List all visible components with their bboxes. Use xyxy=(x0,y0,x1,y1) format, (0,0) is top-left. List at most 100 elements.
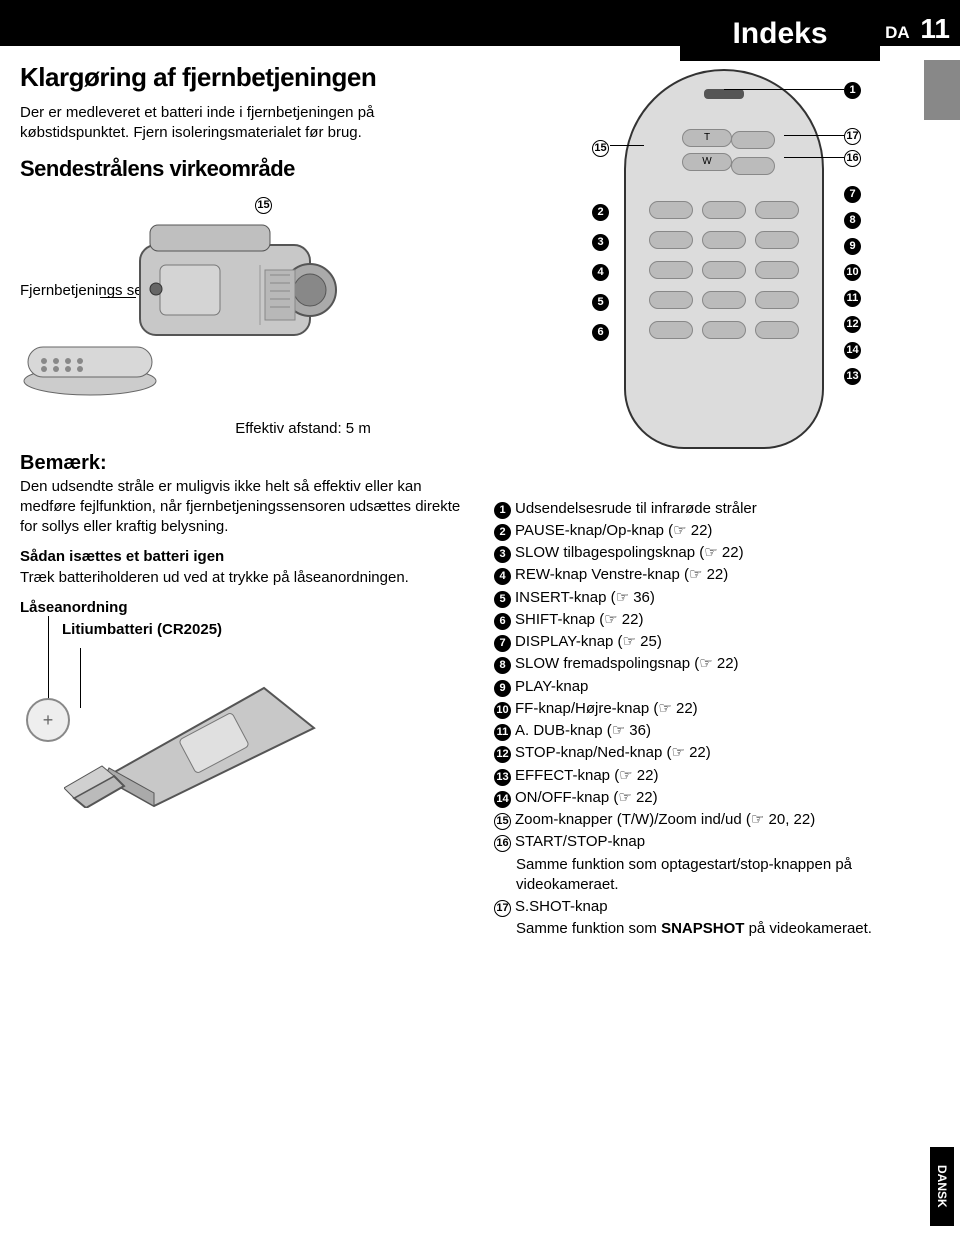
remote-diagram: T W 15 2 3 4 5 6 1 17 16 7 8 9 xyxy=(494,69,940,489)
index-item: 16START/STOP-knap xyxy=(494,832,940,852)
right-column: Indeks T W 15 2 3 4 5 6 1 17 16 xyxy=(494,46,940,942)
index-number-icon: 4 xyxy=(494,568,511,585)
heading-beam-range: Sendestrålens virkeområde xyxy=(20,154,466,184)
index-number-icon: 8 xyxy=(494,657,511,674)
heading-index: Indeks xyxy=(680,10,880,61)
remote-small-illustration xyxy=(20,341,160,397)
index-number-icon: 12 xyxy=(494,746,511,763)
index-item: 7DISPLAY-knap (☞ 25) xyxy=(494,632,940,652)
callout-3: 3 xyxy=(592,231,613,251)
camera-illustration xyxy=(130,215,350,355)
reinsert-title: Sådan isættes et batteri igen xyxy=(20,548,224,565)
remote-open-illustration xyxy=(64,638,324,808)
remote-big-outline: T W xyxy=(624,69,824,449)
index-item: Samme funktion som SNAPSHOT på videokame… xyxy=(494,919,940,939)
left-column: Klargøring af fjernbetjeningen Der er me… xyxy=(20,46,466,942)
callout-4: 4 xyxy=(592,261,613,281)
index-number-icon: 16 xyxy=(494,835,511,852)
index-item: 11A. DUB-knap (☞ 36) xyxy=(494,721,940,741)
callout-13: 13 xyxy=(844,365,865,385)
index-item-text: ON/OFF-knap (☞ 22) xyxy=(515,789,658,806)
index-item-text: Zoom-knapper (T/W)/Zoom ind/ud (☞ 20, 22… xyxy=(515,811,815,828)
callout-12: 12 xyxy=(844,313,865,333)
index-item-text: SLOW fremadspolingsnap (☞ 22) xyxy=(515,655,739,672)
index-item: 14ON/OFF-knap (☞ 22) xyxy=(494,788,940,808)
leader-15l xyxy=(610,145,644,146)
index-item-text: DISPLAY-knap (☞ 25) xyxy=(515,633,662,650)
index-item-text: SLOW tilbagespolingsknap (☞ 22) xyxy=(515,544,744,561)
callout-16: 16 xyxy=(844,147,865,167)
callout-1: 1 xyxy=(844,79,865,99)
index-item-text: FF-knap/Højre-knap (☞ 22) xyxy=(515,700,698,717)
callout-5: 5 xyxy=(592,291,613,311)
index-item-text: Samme funktion som SNAPSHOT på videokame… xyxy=(516,920,872,937)
leader-16 xyxy=(784,157,844,158)
index-item: 10FF-knap/Højre-knap (☞ 22) xyxy=(494,699,940,719)
index-item-text: Samme funktion som optagestart/stop-knap… xyxy=(516,856,852,893)
lock-leader xyxy=(48,616,49,700)
index-item: 1Udsendelsesrude til infrarøde stråler xyxy=(494,499,940,519)
callout-17: 17 xyxy=(844,125,865,145)
index-item-text: EFFECT-knap (☞ 22) xyxy=(515,767,658,784)
note-label: Bemærk: xyxy=(20,452,107,474)
index-item-text: A. DUB-knap (☞ 36) xyxy=(515,722,651,739)
leader-1 xyxy=(724,89,844,90)
index-number-icon: 13 xyxy=(494,769,511,786)
index-item: 13EFFECT-knap (☞ 22) xyxy=(494,766,940,786)
index-number-icon: 15 xyxy=(494,813,511,830)
language-tab: DANSK xyxy=(930,1147,954,1226)
index-item: 9PLAY-knap xyxy=(494,677,940,697)
index-number-icon: 14 xyxy=(494,791,511,808)
index-item-text: PLAY-knap xyxy=(515,678,588,695)
lang-code: DA xyxy=(885,23,910,42)
page-body: Klargøring af fjernbetjeningen Der er me… xyxy=(0,46,960,962)
callout-14: 14 xyxy=(844,339,865,359)
index-item: 3SLOW tilbagespolingsknap (☞ 22) xyxy=(494,543,940,563)
note-text: Den udsendte stråle er muligvis ikke hel… xyxy=(20,478,460,536)
index-number-icon: 5 xyxy=(494,591,511,608)
index-number-icon: 17 xyxy=(494,900,511,917)
callout-11: 11 xyxy=(844,287,865,307)
index-item-text: PAUSE-knap/Op-knap (☞ 22) xyxy=(515,522,712,539)
index-item-text: Udsendelsesrude til infrarøde stråler xyxy=(515,500,757,517)
page-number: 11 xyxy=(920,13,950,44)
lock-label: Låseanordning xyxy=(20,598,128,618)
index-item-text: START/STOP-knap xyxy=(515,833,645,850)
note-block: Bemærk: Den udsendte stråle er muligvis … xyxy=(20,450,466,538)
index-item-text: SHIFT-knap (☞ 22) xyxy=(515,611,643,628)
callout-9: 9 xyxy=(844,235,865,255)
index-number-icon: 2 xyxy=(494,524,511,541)
index-number-icon: 3 xyxy=(494,546,511,563)
callout-15-left: 15 xyxy=(255,195,276,214)
callout-15: 15 xyxy=(592,137,613,157)
index-number-icon: 7 xyxy=(494,635,511,652)
index-item: 17S.SHOT-knap xyxy=(494,897,940,917)
index-item: 15Zoom-knapper (T/W)/Zoom ind/ud (☞ 20, … xyxy=(494,810,940,830)
index-number-icon: 9 xyxy=(494,680,511,697)
index-item-text: INSERT-knap (☞ 36) xyxy=(515,589,655,606)
index-item: 8SLOW fremadspolingsnap (☞ 22) xyxy=(494,654,940,674)
callout-8: 8 xyxy=(844,209,865,229)
index-item-text: S.SHOT-knap xyxy=(515,898,608,915)
index-number-icon: 6 xyxy=(494,613,511,630)
index-number-icon: 11 xyxy=(494,724,511,741)
index-item: Samme funktion som optagestart/stop-knap… xyxy=(494,855,940,896)
effective-distance: Effektiv afstand: 5 m xyxy=(140,419,466,439)
index-item-text: STOP-knap/Ned-knap (☞ 22) xyxy=(515,744,711,761)
callout-6: 6 xyxy=(592,321,613,341)
index-item-text: REW-knap Venstre-knap (☞ 22) xyxy=(515,566,728,583)
intro-paragraph: Der er medleveret et batteri inde i fjer… xyxy=(20,103,466,144)
index-item: 12STOP-knap/Ned-knap (☞ 22) xyxy=(494,743,940,763)
index-number-icon: 10 xyxy=(494,702,511,719)
index-number-icon: 1 xyxy=(494,502,511,519)
leader-17 xyxy=(784,135,844,136)
callout-7: 7 xyxy=(844,183,865,203)
callout-10: 10 xyxy=(844,261,865,281)
index-item: 6SHIFT-knap (☞ 22) xyxy=(494,610,940,630)
index-item: 2PAUSE-knap/Op-knap (☞ 22) xyxy=(494,521,940,541)
reinsert-block: Sådan isættes et batteri igen Træk batte… xyxy=(20,547,466,588)
reinsert-text: Træk batteriholderen ud ved at trykke på… xyxy=(20,569,409,586)
callout-2: 2 xyxy=(592,201,613,221)
illustration-battery: Låseanordning Litiumbatteri (CR2025) xyxy=(20,598,466,808)
heading-preparation: Klargøring af fjernbetjeningen xyxy=(20,60,466,95)
